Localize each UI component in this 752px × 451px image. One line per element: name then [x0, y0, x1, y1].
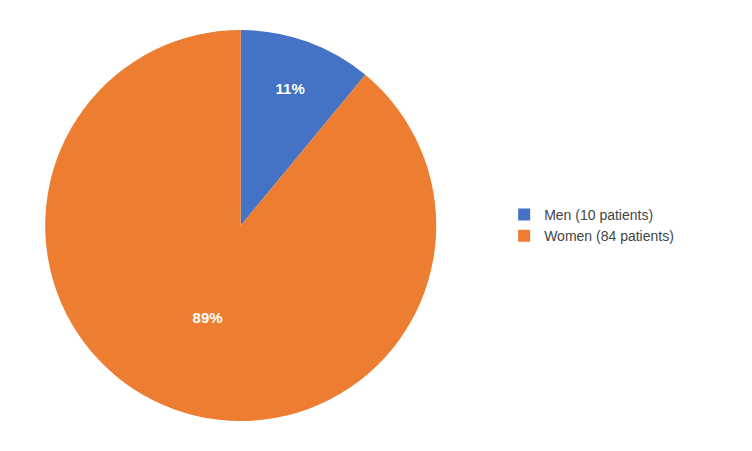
svg-text:11%: 11%	[276, 80, 305, 97]
svg-text:89%: 89%	[193, 309, 223, 326]
svg-text:Women (84 patients): Women (84 patients)	[544, 228, 674, 244]
svg-text:Men (10 patients): Men (10 patients)	[544, 207, 653, 223]
